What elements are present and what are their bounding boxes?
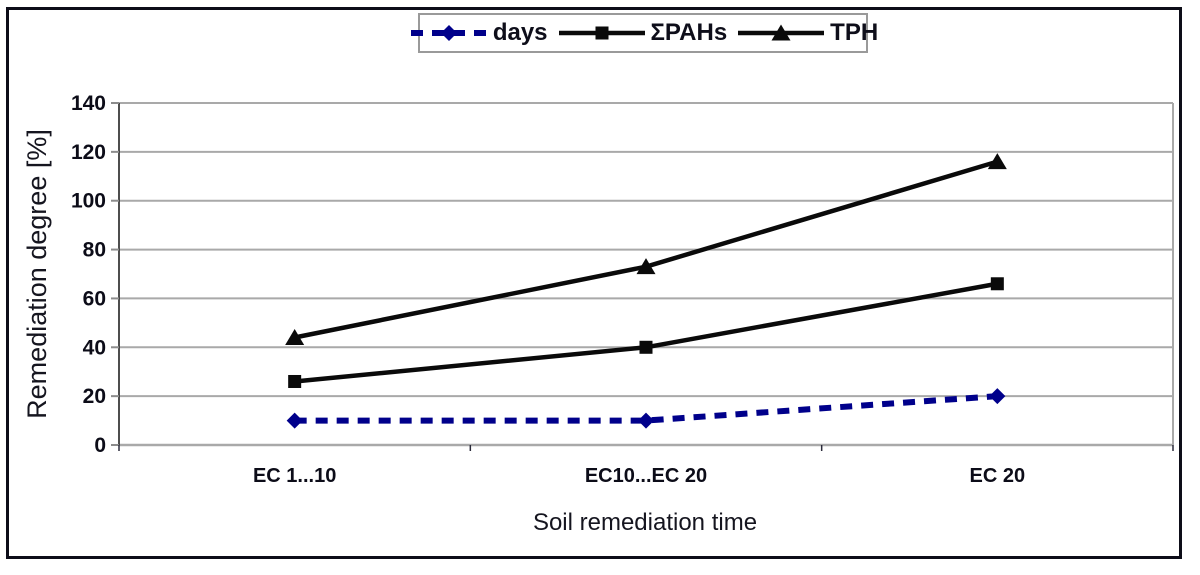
legend-glyph-pahs [558,26,645,40]
y-tick-label: 60 [83,287,106,310]
axes [111,102,1174,451]
gridlines [119,102,1174,447]
y-tick-label: 100 [71,190,106,213]
diamond-marker [286,412,303,429]
square-marker [288,374,302,388]
square-marker [639,340,653,354]
legend-label-pahs: ΣPAHs [650,19,728,46]
diamond-marker [440,25,457,41]
y-tick-label: 0 [94,434,106,457]
y-axis-title: Remediation degree [%] [22,129,52,419]
triangle-marker [636,258,656,275]
y-tick-labels: 0 20 40 60 80 100 120 140 [71,92,106,457]
legend-item-days: days [408,18,548,48]
x-category-label: EC 20 [970,465,1026,487]
legend-glyph-days [410,25,487,41]
triangle-marker [987,153,1007,170]
y-tick-label: 20 [83,385,106,408]
legend-item-tph: TPH [735,18,878,48]
legend-glyph-tph [738,24,825,41]
data-series [285,153,1007,429]
figure-border [6,7,1182,559]
square-marker [595,26,609,40]
legend-label-tph: TPH [830,19,879,46]
y-tick-label: 120 [71,141,106,164]
diamond-marker [989,388,1006,405]
x-axis-title: Soil remediation time [533,509,757,536]
x-category-label: EC 1...10 [253,465,336,487]
y-tick-label: 40 [83,336,106,359]
square-marker [990,277,1004,291]
x-category-label: EC10...EC 20 [585,465,707,487]
diamond-marker [638,412,654,429]
legend-label-days: days [492,19,548,46]
triangle-marker [285,329,305,346]
legend-item-pahs: ΣPAHs [556,18,728,48]
y-tick-label: 80 [83,239,106,262]
x-category-labels: EC 1...10 EC10...EC 20 EC 20 [253,465,1025,487]
triangle-marker [771,24,791,41]
legend: days ΣPAHs TPH [410,13,878,53]
y-tick-label: 140 [71,92,106,115]
